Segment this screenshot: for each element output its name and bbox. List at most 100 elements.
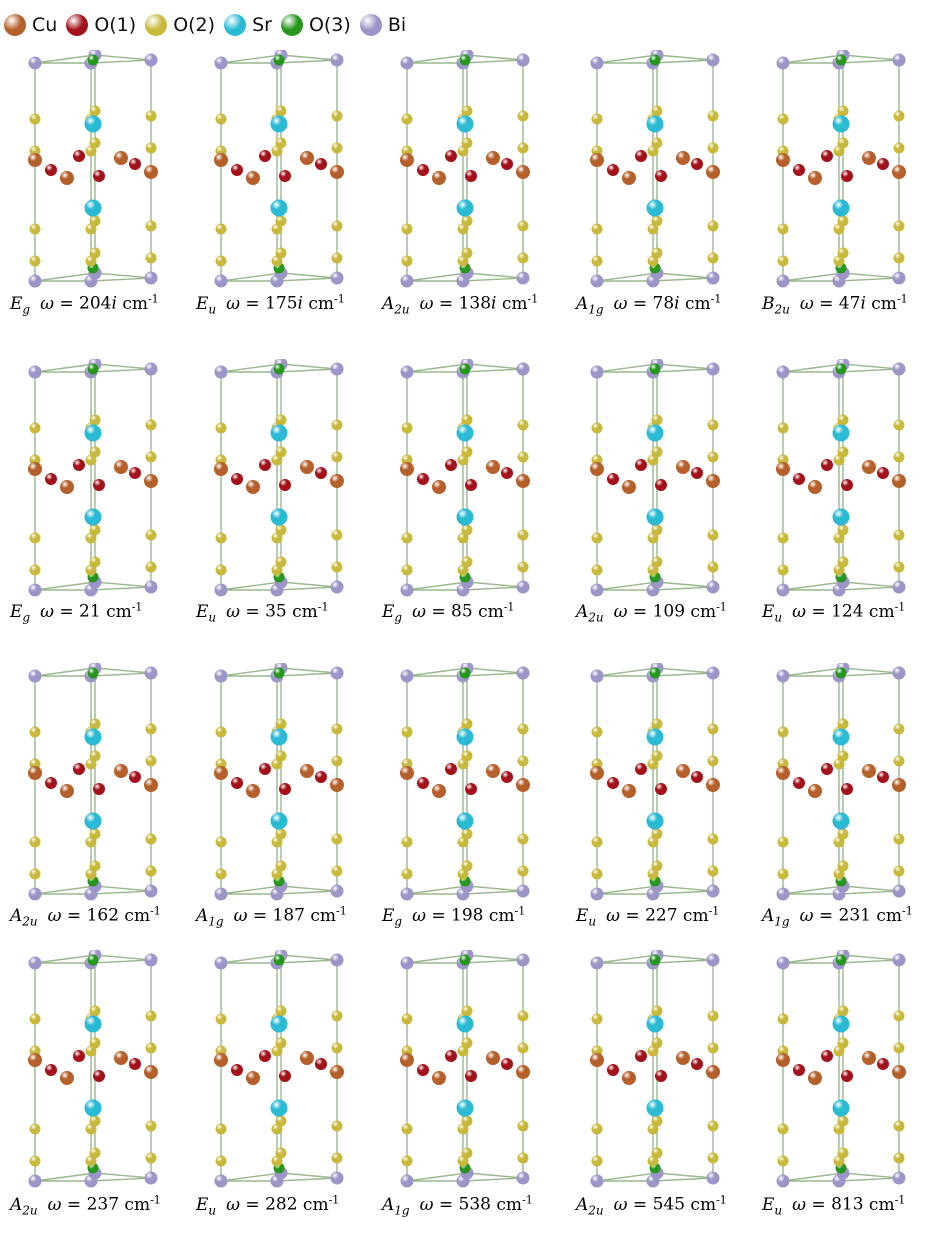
mode-symbol: Eu <box>196 1195 216 1217</box>
atom-o2 <box>89 1115 101 1127</box>
mode-subscript: 2u <box>394 302 410 317</box>
imaginary-unit: i <box>860 293 866 314</box>
atom-bi <box>28 583 42 597</box>
atom-bi <box>590 365 604 379</box>
atom-o2 <box>461 524 473 536</box>
unit-base: cm <box>304 905 337 926</box>
atom-o1 <box>877 771 889 783</box>
atom-o1 <box>635 150 647 162</box>
atom-o2 <box>837 1147 849 1159</box>
atom-o1 <box>231 1064 243 1076</box>
atom-o2 <box>89 137 101 149</box>
unit-base: cm <box>679 293 711 314</box>
atom-cu <box>590 462 604 476</box>
atom-o2 <box>837 1115 849 1127</box>
atom-o2 <box>29 422 41 434</box>
atom-o2 <box>893 419 905 431</box>
atom-o2 <box>591 1013 603 1025</box>
mode-caption: Eu ω = 813 cm-1 <box>762 1193 905 1217</box>
frequency-value: 227 <box>645 905 678 926</box>
atom-o1 <box>655 783 667 795</box>
atom-o1 <box>841 783 853 795</box>
atom-o2 <box>331 561 343 573</box>
mode-subscript: 1g <box>774 914 790 929</box>
atom-o2 <box>707 755 719 767</box>
unit-exponent: -1 <box>336 904 347 917</box>
mode-panel <box>211 50 351 295</box>
crystal-structure <box>776 950 906 1188</box>
crystal-structure <box>776 663 906 901</box>
atom-o1 <box>465 170 477 182</box>
atom-sr <box>84 508 102 526</box>
atom-bi <box>706 362 720 376</box>
atom-o2 <box>893 220 905 232</box>
atom-o2 <box>777 113 789 125</box>
atom-cu <box>300 764 314 778</box>
atom-o2 <box>591 255 603 267</box>
legend-item-o2: O(2) <box>145 14 215 36</box>
atom-o2 <box>331 723 343 735</box>
atom-cu <box>330 1065 344 1079</box>
atom-cu <box>144 1065 158 1079</box>
atom-cu <box>432 480 446 494</box>
atom-o3 <box>87 667 99 679</box>
atom-o1 <box>877 1058 889 1070</box>
mode-panel <box>397 950 537 1195</box>
atom-o1 <box>691 771 703 783</box>
atom-bi <box>144 884 158 898</box>
atom-o2 <box>777 1013 789 1025</box>
mode-panel <box>773 950 913 1195</box>
atom-bi <box>892 666 906 680</box>
frequency-unit: cm-1 <box>866 292 907 314</box>
mode-caption: Eu ω = 175i cm-1 <box>196 292 345 316</box>
atom-cu <box>28 153 42 167</box>
frequency-unit: cm-1 <box>298 1193 339 1215</box>
atom-bi <box>516 666 530 680</box>
atom-o2 <box>707 723 719 735</box>
atom-cu <box>214 462 228 476</box>
unit-base: cm <box>100 601 132 622</box>
atom-o2 <box>777 1155 789 1167</box>
atom-o2 <box>461 247 473 259</box>
atom-cu <box>862 764 876 778</box>
atom-bi <box>706 953 720 967</box>
atom-o2 <box>651 524 663 536</box>
atom-bi <box>330 666 344 680</box>
mode-panel <box>773 359 913 604</box>
mode-subscript: u <box>208 610 217 625</box>
atom-bi <box>706 580 720 594</box>
atom-o1 <box>607 473 619 485</box>
omega-prefix: ω = <box>47 1194 87 1215</box>
frequency-unit: cm-1 <box>679 292 721 314</box>
atom-o2 <box>777 564 789 576</box>
legend-swatch-o1-icon <box>66 14 89 36</box>
legend-item-sr: Sr <box>224 14 272 36</box>
frequency-value: 162 <box>86 905 120 926</box>
mode-symbol: B2u <box>762 294 790 316</box>
atom-o2 <box>517 833 529 845</box>
mode-symbol: Eu <box>196 602 217 625</box>
atom-cu <box>28 462 42 476</box>
atom-o2 <box>837 247 849 259</box>
atom-o1 <box>73 459 85 471</box>
atom-o2 <box>145 220 157 232</box>
unit-exponent: -1 <box>514 904 526 917</box>
atom-o2 <box>893 110 905 122</box>
mode-subscript: 1g <box>588 302 604 317</box>
atom-bi <box>400 669 414 683</box>
atom-o2 <box>591 564 603 576</box>
atom-bi <box>516 1171 530 1185</box>
frequency-unit: cm-1 <box>473 600 514 622</box>
atom-o2 <box>29 532 41 544</box>
atom-o2 <box>461 215 473 227</box>
atom-o1 <box>93 479 105 491</box>
mode-caption: A2u ω = 545 cm-1 <box>576 1193 727 1217</box>
atom-o2 <box>517 529 529 541</box>
frequency-value: 21 <box>79 601 101 622</box>
unit-exponent: -1 <box>894 600 906 613</box>
crystal-structure <box>590 950 720 1188</box>
atom-o1 <box>259 763 271 775</box>
unit-exponent: -1 <box>716 1193 727 1206</box>
frequency-value: 813 <box>831 1194 864 1215</box>
unit-base: cm <box>119 905 151 926</box>
